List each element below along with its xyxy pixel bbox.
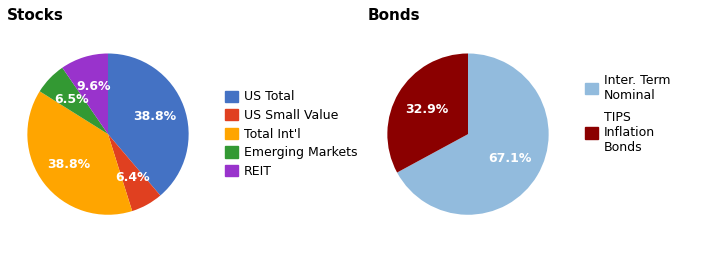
Text: 67.1%: 67.1% <box>488 152 531 165</box>
Wedge shape <box>27 91 132 215</box>
Text: 32.9%: 32.9% <box>405 103 448 116</box>
Legend: US Total, US Small Value, Total Int'l, Emerging Markets, REIT: US Total, US Small Value, Total Int'l, E… <box>225 90 357 178</box>
Text: 9.6%: 9.6% <box>76 80 110 93</box>
Wedge shape <box>397 53 549 215</box>
Text: 6.5%: 6.5% <box>55 93 89 106</box>
Text: 38.8%: 38.8% <box>133 110 176 123</box>
Text: Bonds: Bonds <box>367 8 420 23</box>
Text: Stocks: Stocks <box>7 8 64 23</box>
Wedge shape <box>108 53 189 195</box>
Wedge shape <box>387 53 468 173</box>
Text: 6.4%: 6.4% <box>115 171 150 184</box>
Text: 38.8%: 38.8% <box>47 158 90 171</box>
Wedge shape <box>40 68 108 134</box>
Wedge shape <box>63 53 108 134</box>
Legend: Inter. Term
Nominal, TIPS
Inflation
Bonds: Inter. Term Nominal, TIPS Inflation Bond… <box>585 74 670 154</box>
Wedge shape <box>108 134 161 211</box>
